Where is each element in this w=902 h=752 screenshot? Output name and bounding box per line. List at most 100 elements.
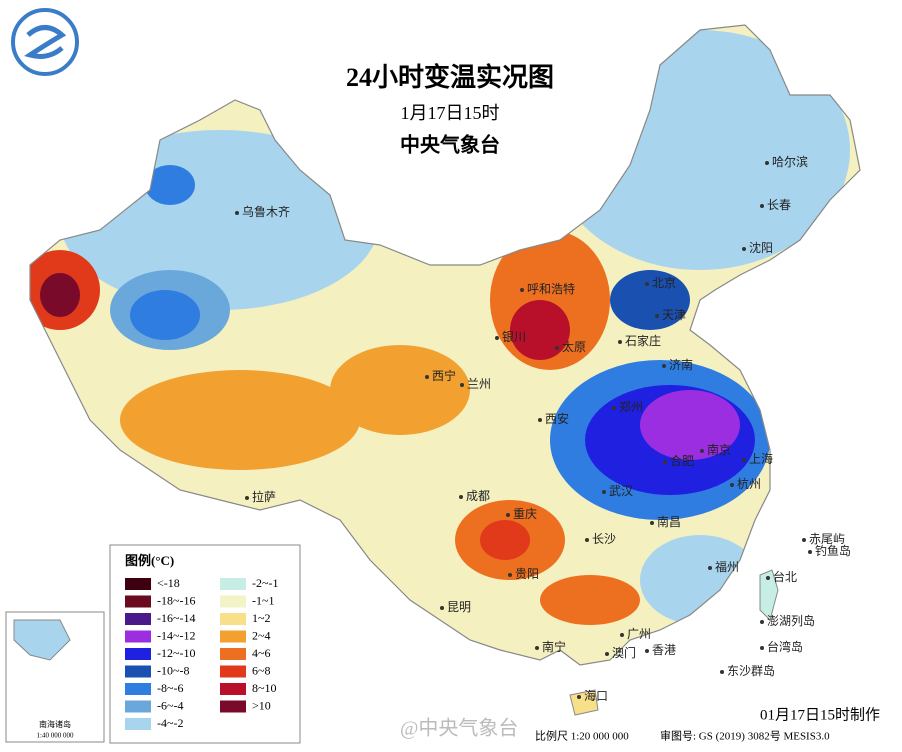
city-label: 拉萨 [252, 489, 276, 504]
subtitle: 1月17日15时 [401, 103, 500, 123]
city-dot [766, 576, 770, 580]
made-time: 01月17日15时制作 [760, 706, 880, 723]
legend-label: -8~-6 [157, 681, 183, 695]
city-label: 天津 [662, 308, 686, 322]
city-label: 香港 [652, 643, 676, 657]
city-dot [245, 496, 249, 500]
city-dot [618, 340, 622, 344]
city-label: 长沙 [592, 532, 616, 546]
legend-label: -6~-4 [157, 698, 183, 712]
city-dot [708, 566, 712, 570]
city-dot [760, 620, 764, 624]
city-label: 济南 [669, 357, 693, 372]
legend-swatch [220, 665, 246, 678]
legend-label: 6~8 [252, 663, 271, 677]
city-dot [508, 573, 512, 577]
city-label: 沈阳 [749, 240, 773, 255]
city-dot [577, 695, 581, 699]
legend-swatch [220, 613, 246, 625]
legend-swatch [220, 700, 246, 713]
legend-label: <-18 [157, 576, 180, 590]
city-label: 海口 [584, 688, 608, 703]
city-dot [585, 538, 589, 542]
legend-label: -2~-1 [252, 576, 278, 590]
legend-label: -10~-8 [157, 663, 189, 677]
city-dot [645, 649, 649, 653]
city-label: 乌鲁木齐 [242, 204, 290, 219]
city-label: 郑州 [619, 399, 643, 414]
legend-swatch [125, 630, 151, 643]
city-dot [535, 646, 539, 650]
inset-title: 南海诸岛 [39, 719, 71, 729]
legend-title: 图例(°C) [125, 553, 174, 568]
city-dot [495, 336, 499, 340]
city-dot [655, 314, 659, 318]
city-dot [538, 418, 542, 422]
review-number: 审图号: GS (2019) 3082号 MESIS3.0 [660, 729, 830, 743]
legend-swatch [125, 613, 151, 625]
hainan [569, 689, 599, 716]
legend-swatch [125, 648, 151, 660]
legend-label: >10 [252, 698, 271, 712]
city-dot [440, 606, 444, 610]
city-dot [760, 204, 764, 208]
city-label: 重庆 [513, 507, 537, 521]
city-dot [720, 670, 724, 674]
city-dot [645, 282, 649, 286]
watermark: @中央气象台 [400, 717, 518, 740]
city-dot [663, 460, 667, 464]
legend-label: -1~1 [252, 593, 275, 607]
inset-scale: 1:40 000 000 [37, 732, 74, 740]
city-label: 南宁 [542, 639, 566, 654]
city-dot [650, 521, 654, 525]
city-dot [808, 550, 812, 554]
logo-mark [24, 25, 67, 59]
city-label: 澎湖列岛 [767, 613, 815, 628]
title: 24小时变温实况图 [346, 62, 554, 92]
legend-swatch [125, 718, 151, 730]
city-dot [760, 646, 764, 650]
legend-swatch [125, 665, 151, 678]
city-label: 福州 [715, 559, 739, 574]
legend-swatch [220, 648, 246, 660]
city-label: 石家庄 [625, 333, 661, 348]
legend-label: 4~6 [252, 646, 271, 660]
city-dot [662, 364, 666, 368]
city-dot [459, 495, 463, 499]
legend-swatch [125, 700, 151, 713]
city-dot [765, 161, 769, 165]
city-label: 杭州 [737, 476, 761, 491]
city-dot [520, 288, 524, 292]
legend-swatch [220, 578, 246, 590]
agency: 中央气象台 [400, 133, 500, 157]
city-label: 武汉 [609, 484, 633, 498]
city-dot [612, 406, 616, 410]
city-label: 贵阳 [515, 567, 539, 581]
city-label: 呼和浩特 [527, 281, 575, 296]
city-dot [605, 652, 609, 656]
city-dot [602, 490, 606, 494]
scale: 比例尺 1:20 000 000 [535, 729, 629, 743]
city-dot [555, 346, 559, 350]
city-dot [235, 211, 239, 215]
city-label: 太原 [562, 339, 586, 354]
legend-label: 2~4 [252, 628, 271, 642]
city-label: 成都 [466, 489, 490, 503]
city-label: 东沙群岛 [727, 663, 775, 678]
city-label: 台北 [773, 569, 797, 584]
city-label: 哈尔滨 [772, 154, 808, 169]
legend-box [109, 544, 301, 744]
legend-swatch [220, 595, 246, 608]
legend-swatch [125, 683, 151, 695]
legend-label: 8~10 [252, 681, 277, 695]
city-dot [700, 449, 704, 453]
city-label: 兰州 [467, 377, 491, 391]
city-dot [742, 247, 746, 251]
city-label: 广州 [627, 627, 651, 641]
city-dot [460, 383, 464, 387]
city-label: 西安 [545, 411, 569, 426]
legend-swatch [125, 578, 151, 590]
city-label: 钓鱼岛 [815, 543, 851, 558]
